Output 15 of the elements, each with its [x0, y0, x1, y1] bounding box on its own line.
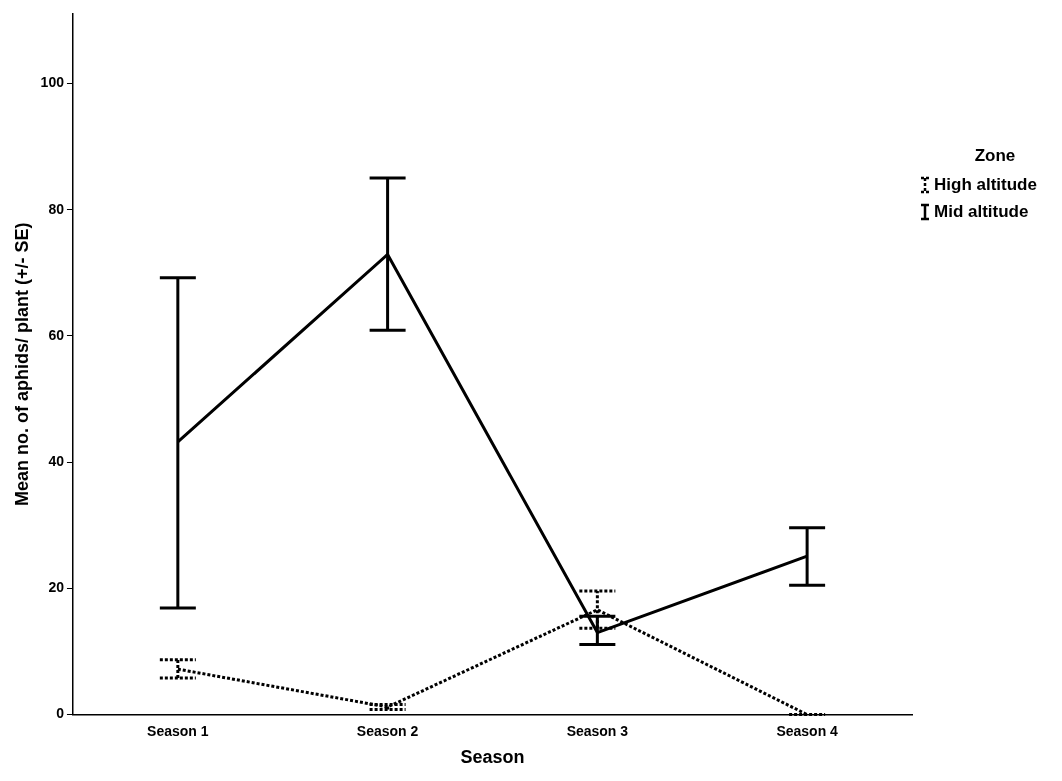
y-axis-title: Mean no. of aphids/ plant (+/- SE) — [11, 222, 32, 507]
legend-label: High altitude — [934, 174, 1037, 194]
x-tick-label: Season 3 — [566, 722, 629, 739]
y-tick-label: 40 — [48, 452, 65, 469]
x-tick-label: Season 1 — [147, 722, 209, 739]
y-tick-label: 60 — [48, 326, 65, 343]
y-tick-label: 0 — [56, 705, 65, 722]
y-tick-label: 20 — [48, 579, 65, 596]
legend-label: Mid altitude — [934, 201, 1029, 221]
x-tick-label: Season 4 — [776, 722, 839, 739]
legend-title: Zone — [974, 145, 1016, 165]
x-axis-title: Season — [460, 747, 525, 768]
x-tick-label: Season 2 — [356, 722, 419, 739]
y-tick-label: 100 — [40, 74, 65, 91]
y-tick-label: 80 — [48, 200, 65, 217]
